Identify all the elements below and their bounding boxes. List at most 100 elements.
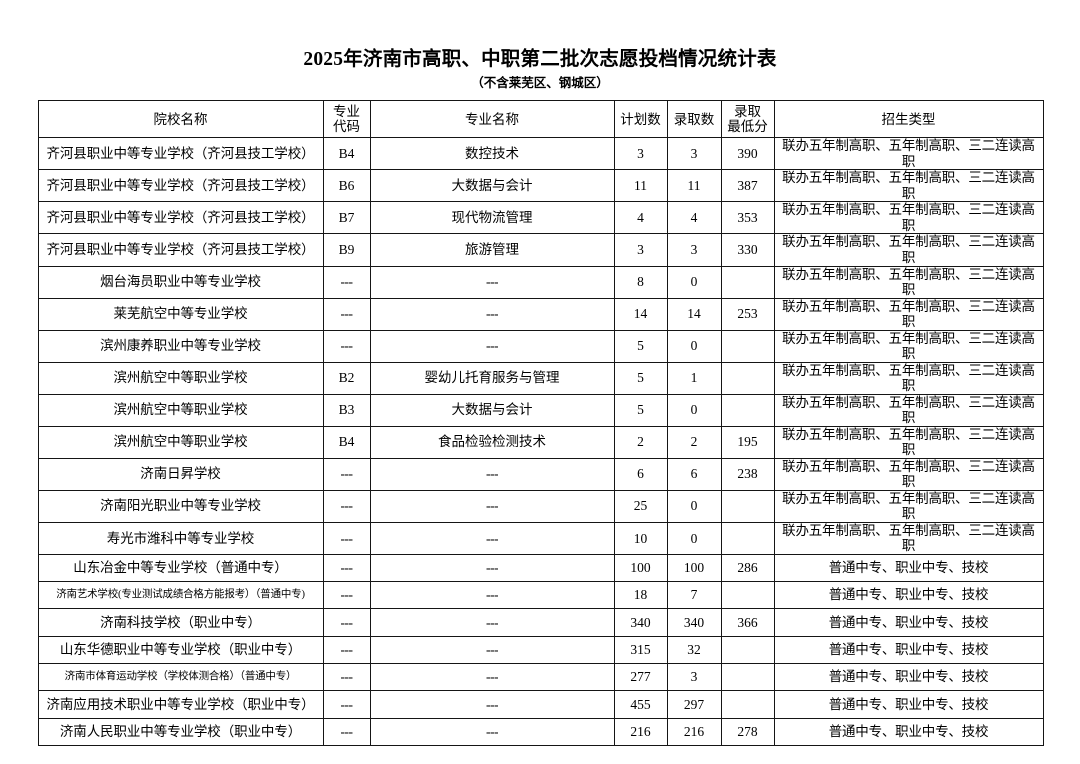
table-row: 滨州康养职业中等专业学校 --- --- 5 0 联办五年制高职、五年制高职、三二连读高职 <box>37 329 1044 363</box>
cell-min-score <box>720 489 775 523</box>
cell-min-score: 195 <box>720 425 775 459</box>
table-row: 烟台海员职业中等专业学校 --- --- 8 0 联办五年制高职、五年制高职、三二连读高职 <box>37 265 1044 299</box>
cell-major-code: --- <box>322 608 371 637</box>
cell-major-name: --- <box>369 489 615 523</box>
cell-enrollment-type: 普通中专、职业中专、技校 <box>773 581 1044 610</box>
cell-major-name: --- <box>369 457 615 491</box>
cell-admitted-count: 1 <box>666 361 722 395</box>
cell-enrollment-type: 联办五年制高职、五年制高职、三二连读高职 <box>773 265 1044 299</box>
cell-school-name: 济南阳光职业中等专业学校 <box>37 489 324 523</box>
cell-major-code: B4 <box>322 137 371 171</box>
table-row: 齐河县职业中等专业学校（齐河县技工学校） B9 旅游管理 3 3 330 联办五年制高职、五… <box>37 233 1044 267</box>
table-header-row: 院校名称 专业 代码 专业名称 计划数 录取数 录取 最低分 招生类型 <box>37 100 1044 139</box>
table-row: 滨州航空中等职业学校 B2 婴幼儿托育服务与管理 5 1 联办五年制高职、五年制高职、三二… <box>37 361 1044 395</box>
cell-major-code: B4 <box>322 425 371 459</box>
title-block: 2025年济南市高职、中职第二批次志愿投档情况统计表 （不含莱芜区、钢城区） <box>0 0 1080 91</box>
cell-min-score <box>720 393 775 427</box>
cell-school-name: 济南日昇学校 <box>37 457 324 491</box>
cell-admitted-count: 340 <box>666 608 722 637</box>
cell-major-code: B2 <box>322 361 371 395</box>
cell-major-code: --- <box>322 662 371 692</box>
table-row: 济南应用技术职业中等专业学校（职业中专） --- --- 455 297 普通中专、职业中… <box>37 690 1044 719</box>
cell-min-score: 238 <box>720 457 775 491</box>
cell-major-name: 食品检验检测技术 <box>369 425 615 459</box>
cell-admitted-count: 0 <box>666 329 722 363</box>
cell-major-name: --- <box>369 662 615 692</box>
cell-major-name: 现代物流管理 <box>369 201 615 235</box>
table-row: 济南艺术学校(专业测试成绩合格方能报考）（普通中专) --- --- 18 7 普通中专、… <box>37 581 1044 610</box>
table-row: 寿光市潍科中等专业学校 --- --- 10 0 联办五年制高职、五年制高职、三二连读高职 <box>37 521 1044 555</box>
cell-plan-count: 3 <box>613 137 668 171</box>
cell-school-name: 滨州航空中等职业学校 <box>37 393 324 427</box>
cell-admitted-count: 0 <box>666 521 722 555</box>
cell-min-score: 387 <box>720 169 775 203</box>
cell-school-name: 济南应用技术职业中等专业学校（职业中专） <box>37 690 324 719</box>
page-title: 2025年济南市高职、中职第二批次志愿投档情况统计表 <box>303 49 777 70</box>
cell-admitted-count: 3 <box>666 137 722 171</box>
cell-school-name: 济南科技学校（职业中专） <box>37 608 324 637</box>
table-row: 滨州航空中等职业学校 B4 食品检验检测技术 2 2 195 联办五年制高职、五年制高职、三… <box>37 425 1044 459</box>
cell-admitted-count: 14 <box>666 297 722 331</box>
column-header-admitted-count: 录取数 <box>666 100 722 139</box>
cell-major-name: --- <box>369 690 615 719</box>
table-row: 滨州航空中等职业学校 B3 大数据与会计 5 0 联办五年制高职、五年制高职、三二连读高职 <box>37 393 1044 427</box>
cell-major-code: B3 <box>322 393 371 427</box>
cell-major-name: 婴幼儿托育服务与管理 <box>369 361 615 395</box>
cell-admitted-count: 2 <box>666 425 722 459</box>
cell-min-score <box>720 521 775 555</box>
cell-major-code: --- <box>322 553 371 583</box>
cell-school-name: 滨州康养职业中等专业学校 <box>37 329 324 363</box>
cell-enrollment-type: 联办五年制高职、五年制高职、三二连读高职 <box>773 425 1044 459</box>
cell-plan-count: 5 <box>613 393 668 427</box>
cell-major-name: --- <box>369 265 615 299</box>
statistics-table-container: 院校名称 专业 代码 专业名称 计划数 录取数 录取 最低分 招生类型 齐河县职… <box>37 100 1044 746</box>
cell-enrollment-type: 联办五年制高职、五年制高职、三二连读高职 <box>773 393 1044 427</box>
cell-enrollment-type: 联办五年制高职、五年制高职、三二连读高职 <box>773 361 1044 395</box>
cell-plan-count: 8 <box>613 265 668 299</box>
cell-min-score <box>720 361 775 395</box>
column-header-major-code-line1: 专业 <box>333 104 360 120</box>
cell-major-name: --- <box>369 553 615 583</box>
cell-enrollment-type: 普通中专、职业中专、技校 <box>773 553 1044 583</box>
cell-min-score: 366 <box>720 608 775 637</box>
cell-school-name: 齐河县职业中等专业学校（齐河县技工学校） <box>37 169 324 203</box>
cell-plan-count: 455 <box>613 690 668 719</box>
cell-min-score <box>720 265 775 299</box>
cell-plan-count: 10 <box>613 521 668 555</box>
cell-enrollment-type: 联办五年制高职、五年制高职、三二连读高职 <box>773 521 1044 555</box>
cell-plan-count: 6 <box>613 457 668 491</box>
column-header-plan-count: 计划数 <box>613 100 668 139</box>
column-header-major-code-line2: 代码 <box>333 119 360 135</box>
cell-school-name: 齐河县职业中等专业学校（齐河县技工学校） <box>37 137 324 171</box>
cell-plan-count: 340 <box>613 608 668 637</box>
cell-min-score <box>720 635 775 664</box>
cell-major-code: B9 <box>322 233 371 267</box>
cell-major-name: --- <box>369 608 615 637</box>
cell-min-score <box>720 690 775 719</box>
cell-school-name: 齐河县职业中等专业学校（齐河县技工学校） <box>37 233 324 267</box>
cell-plan-count: 3 <box>613 233 668 267</box>
cell-enrollment-type: 联办五年制高职、五年制高职、三二连读高职 <box>773 201 1044 235</box>
cell-plan-count: 100 <box>613 553 668 583</box>
cell-major-name: --- <box>369 717 615 746</box>
table-row: 济南科技学校（职业中专） --- --- 340 340 366 普通中专、职业中专、技校 <box>37 608 1044 637</box>
cell-plan-count: 5 <box>613 329 668 363</box>
cell-min-score: 278 <box>720 717 775 746</box>
cell-major-name: --- <box>369 581 615 610</box>
cell-admitted-count: 11 <box>666 169 722 203</box>
cell-school-name: 济南艺术学校(专业测试成绩合格方能报考）（普通中专) <box>37 581 324 610</box>
cell-admitted-count: 6 <box>666 457 722 491</box>
table-row: 济南市体育运动学校（学校体测合格）（普通中专） --- --- 277 3 普通中专、职业… <box>37 662 1044 692</box>
table-row: 齐河县职业中等专业学校（齐河县技工学校） B7 现代物流管理 4 4 353 联办五年制高职… <box>37 201 1044 235</box>
cell-min-score: 253 <box>720 297 775 331</box>
cell-school-name: 山东华德职业中等专业学校（职业中专） <box>37 635 324 664</box>
cell-plan-count: 14 <box>613 297 668 331</box>
cell-school-name: 滨州航空中等职业学校 <box>37 361 324 395</box>
cell-enrollment-type: 联办五年制高职、五年制高职、三二连读高职 <box>773 137 1044 171</box>
cell-enrollment-type: 联办五年制高职、五年制高职、三二连读高职 <box>773 169 1044 203</box>
column-header-enrollment-type: 招生类型 <box>773 100 1044 139</box>
cell-major-code: --- <box>322 489 371 523</box>
cell-major-name: 旅游管理 <box>369 233 615 267</box>
page-subtitle: （不含莱芜区、钢城区） <box>471 76 609 91</box>
cell-admitted-count: 0 <box>666 265 722 299</box>
